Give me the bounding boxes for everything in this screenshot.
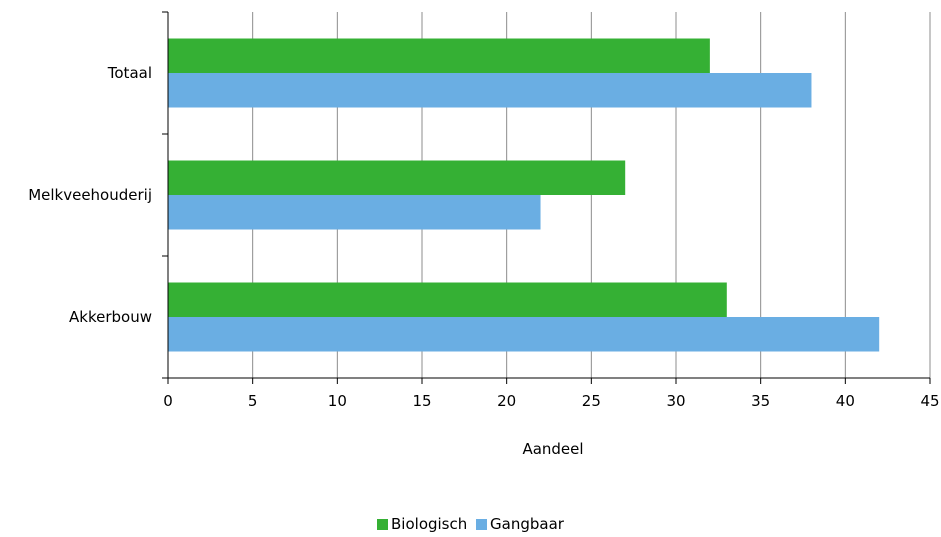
category-label-akkerbouw: Akkerbouw [69,308,152,326]
bar-totaal-gangbaar [168,73,812,108]
x-tick-labels: 0 5 10 15 20 25 30 35 40 45 [163,392,939,410]
x-tick-label-15: 15 [412,392,431,410]
x-tick-label-5: 5 [248,392,258,410]
legend: Biologisch Gangbaar [0,515,941,534]
category-label-totaal: Totaal [107,64,152,82]
bar-akkerbouw-biologisch [168,282,727,317]
legend-item-biologisch: Biologisch [377,515,467,533]
bar-totaal-biologisch [168,38,710,73]
x-tick-label-40: 40 [836,392,855,410]
bar-melkveehouderij-biologisch [168,160,626,195]
x-tick-label-35: 35 [751,392,770,410]
x-tick-label-30: 30 [666,392,685,410]
x-tick-label-20: 20 [497,392,516,410]
legend-swatch-gangbaar [476,518,488,530]
legend-label-gangbaar: Gangbaar [490,515,564,533]
x-tick-label-45: 45 [920,392,939,410]
bars [168,38,880,352]
x-tick-label-10: 10 [328,392,347,410]
category-label-melkveehouderij: Melkveehouderij [28,186,152,204]
x-axis-label: Aandeel [522,440,583,458]
legend-label-biologisch: Biologisch [391,515,468,533]
bar-akkerbouw-gangbaar [168,317,880,352]
bar-melkveehouderij-gangbaar [168,195,541,230]
legend-swatch-biologisch [377,518,389,530]
category-labels: Totaal Melkveehouderij Akkerbouw [28,64,152,326]
axes [162,11,931,384]
legend-item-gangbaar: Gangbaar [476,515,564,533]
x-tick-label-25: 25 [582,392,601,410]
x-tick-label-0: 0 [163,392,173,410]
